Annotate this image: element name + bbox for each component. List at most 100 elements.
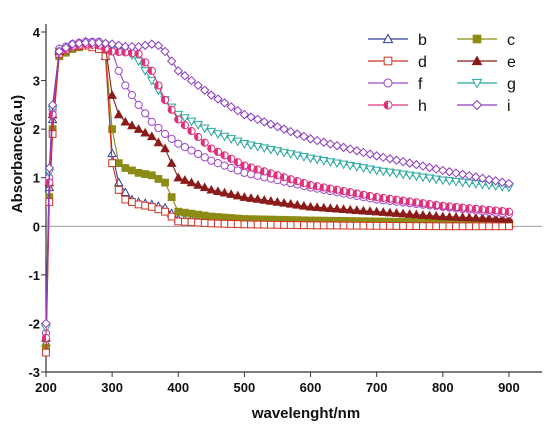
series-c-marker bbox=[114, 159, 123, 168]
marker-half-fill bbox=[406, 197, 410, 206]
series-h-marker bbox=[405, 197, 414, 206]
marker-half-fill bbox=[214, 148, 218, 156]
series-d-marker bbox=[333, 221, 341, 230]
series-h-marker bbox=[372, 193, 381, 202]
series-i-marker bbox=[431, 164, 441, 174]
series-g-marker bbox=[180, 114, 190, 124]
series-i-marker bbox=[140, 40, 150, 51]
legend-label: g bbox=[507, 76, 516, 93]
series-e-marker bbox=[338, 204, 349, 213]
series-f-marker bbox=[187, 146, 196, 155]
series-d-marker bbox=[458, 222, 467, 231]
series-e-marker bbox=[186, 177, 197, 187]
series-i-marker bbox=[44, 163, 55, 173]
series-i-marker bbox=[133, 41, 144, 52]
legend-swatch-marker bbox=[471, 55, 483, 66]
marker-half-fill bbox=[45, 178, 50, 187]
series-d-marker bbox=[114, 185, 123, 194]
series-g-marker bbox=[411, 172, 422, 182]
y-tick-label: 0 bbox=[33, 219, 40, 234]
series-g-marker bbox=[325, 158, 336, 167]
series-e-marker bbox=[206, 184, 217, 194]
series-c-marker bbox=[154, 175, 163, 183]
legend-swatch-marker bbox=[383, 78, 393, 88]
series-d-marker bbox=[227, 220, 236, 228]
series-d-marker bbox=[491, 222, 500, 231]
x-axis-title: wavelenght/nm bbox=[251, 405, 360, 422]
series-g-marker bbox=[305, 154, 316, 164]
series-g-marker bbox=[391, 169, 402, 179]
series-e-marker bbox=[107, 90, 117, 99]
series-e-marker bbox=[279, 197, 289, 207]
series-i-marker bbox=[233, 105, 243, 116]
series-h-marker bbox=[246, 163, 256, 172]
series-e-marker bbox=[378, 207, 389, 216]
series-g-marker bbox=[266, 145, 276, 155]
series-i-marker bbox=[444, 167, 455, 177]
marker-half-fill bbox=[379, 194, 384, 202]
series-i-marker bbox=[94, 37, 104, 48]
series-e-marker bbox=[199, 182, 210, 192]
series-i-marker bbox=[285, 126, 296, 137]
series-d-marker bbox=[419, 222, 427, 231]
series-i-marker bbox=[80, 37, 91, 48]
series-e-marker bbox=[272, 196, 283, 206]
series-h-marker bbox=[200, 138, 209, 147]
marker-half-fill bbox=[313, 182, 318, 190]
series-h-marker bbox=[233, 158, 242, 167]
series-f-marker bbox=[180, 143, 189, 152]
marker-half-fill bbox=[373, 193, 377, 201]
series-h-marker bbox=[399, 196, 408, 205]
series-g-marker bbox=[285, 150, 296, 159]
series-d-marker bbox=[207, 219, 216, 228]
series-i-marker bbox=[490, 176, 501, 186]
series-h bbox=[41, 40, 514, 343]
series-g-marker bbox=[365, 165, 375, 175]
series-e-marker bbox=[232, 190, 243, 200]
marker-half-fill bbox=[168, 106, 172, 114]
series-g-marker bbox=[272, 147, 283, 157]
series-i-marker bbox=[464, 170, 474, 181]
series-g-marker bbox=[444, 177, 455, 186]
series-h-marker bbox=[498, 207, 507, 216]
series-h-marker bbox=[352, 189, 361, 198]
series-d-marker bbox=[505, 222, 513, 231]
marker-half-fill bbox=[366, 192, 371, 200]
series-e-marker bbox=[345, 204, 356, 214]
x-tick-label: 500 bbox=[234, 380, 256, 395]
y-tick-label: -3 bbox=[28, 365, 40, 380]
series-c-marker bbox=[194, 210, 203, 219]
series-b-marker bbox=[120, 187, 131, 196]
series-i-marker bbox=[61, 43, 71, 53]
marker-half-fill bbox=[247, 163, 252, 172]
series-g-marker bbox=[213, 130, 223, 140]
marker-half-fill bbox=[240, 161, 245, 170]
legend-label: i bbox=[507, 98, 511, 115]
series-c-marker bbox=[207, 212, 216, 221]
x-tick-label: 300 bbox=[101, 380, 123, 395]
series-g-marker bbox=[437, 176, 448, 186]
series-h-marker bbox=[299, 178, 309, 188]
series-h-marker bbox=[425, 200, 434, 209]
series-e-marker bbox=[365, 206, 375, 215]
series-c-marker bbox=[200, 211, 209, 220]
legend-swatch-marker bbox=[383, 56, 393, 66]
marker-half-fill bbox=[128, 49, 132, 57]
series-i-marker bbox=[47, 100, 58, 110]
series-e-marker bbox=[127, 120, 137, 130]
series-h-marker bbox=[504, 207, 514, 216]
series-c-marker bbox=[134, 168, 143, 177]
series-d-marker bbox=[266, 220, 275, 229]
series-i-marker bbox=[358, 147, 369, 158]
series-i-marker bbox=[299, 131, 309, 142]
series-d-marker bbox=[425, 222, 434, 231]
series-g-marker bbox=[424, 174, 435, 184]
series-d-marker bbox=[399, 222, 408, 230]
series-h-marker bbox=[412, 198, 421, 207]
series-e-marker bbox=[299, 200, 309, 210]
series-c-marker bbox=[121, 164, 130, 172]
series-g-marker bbox=[351, 163, 362, 172]
series-d-marker bbox=[167, 212, 176, 221]
series-d-marker bbox=[498, 222, 507, 231]
legend-swatch-marker bbox=[471, 99, 483, 111]
